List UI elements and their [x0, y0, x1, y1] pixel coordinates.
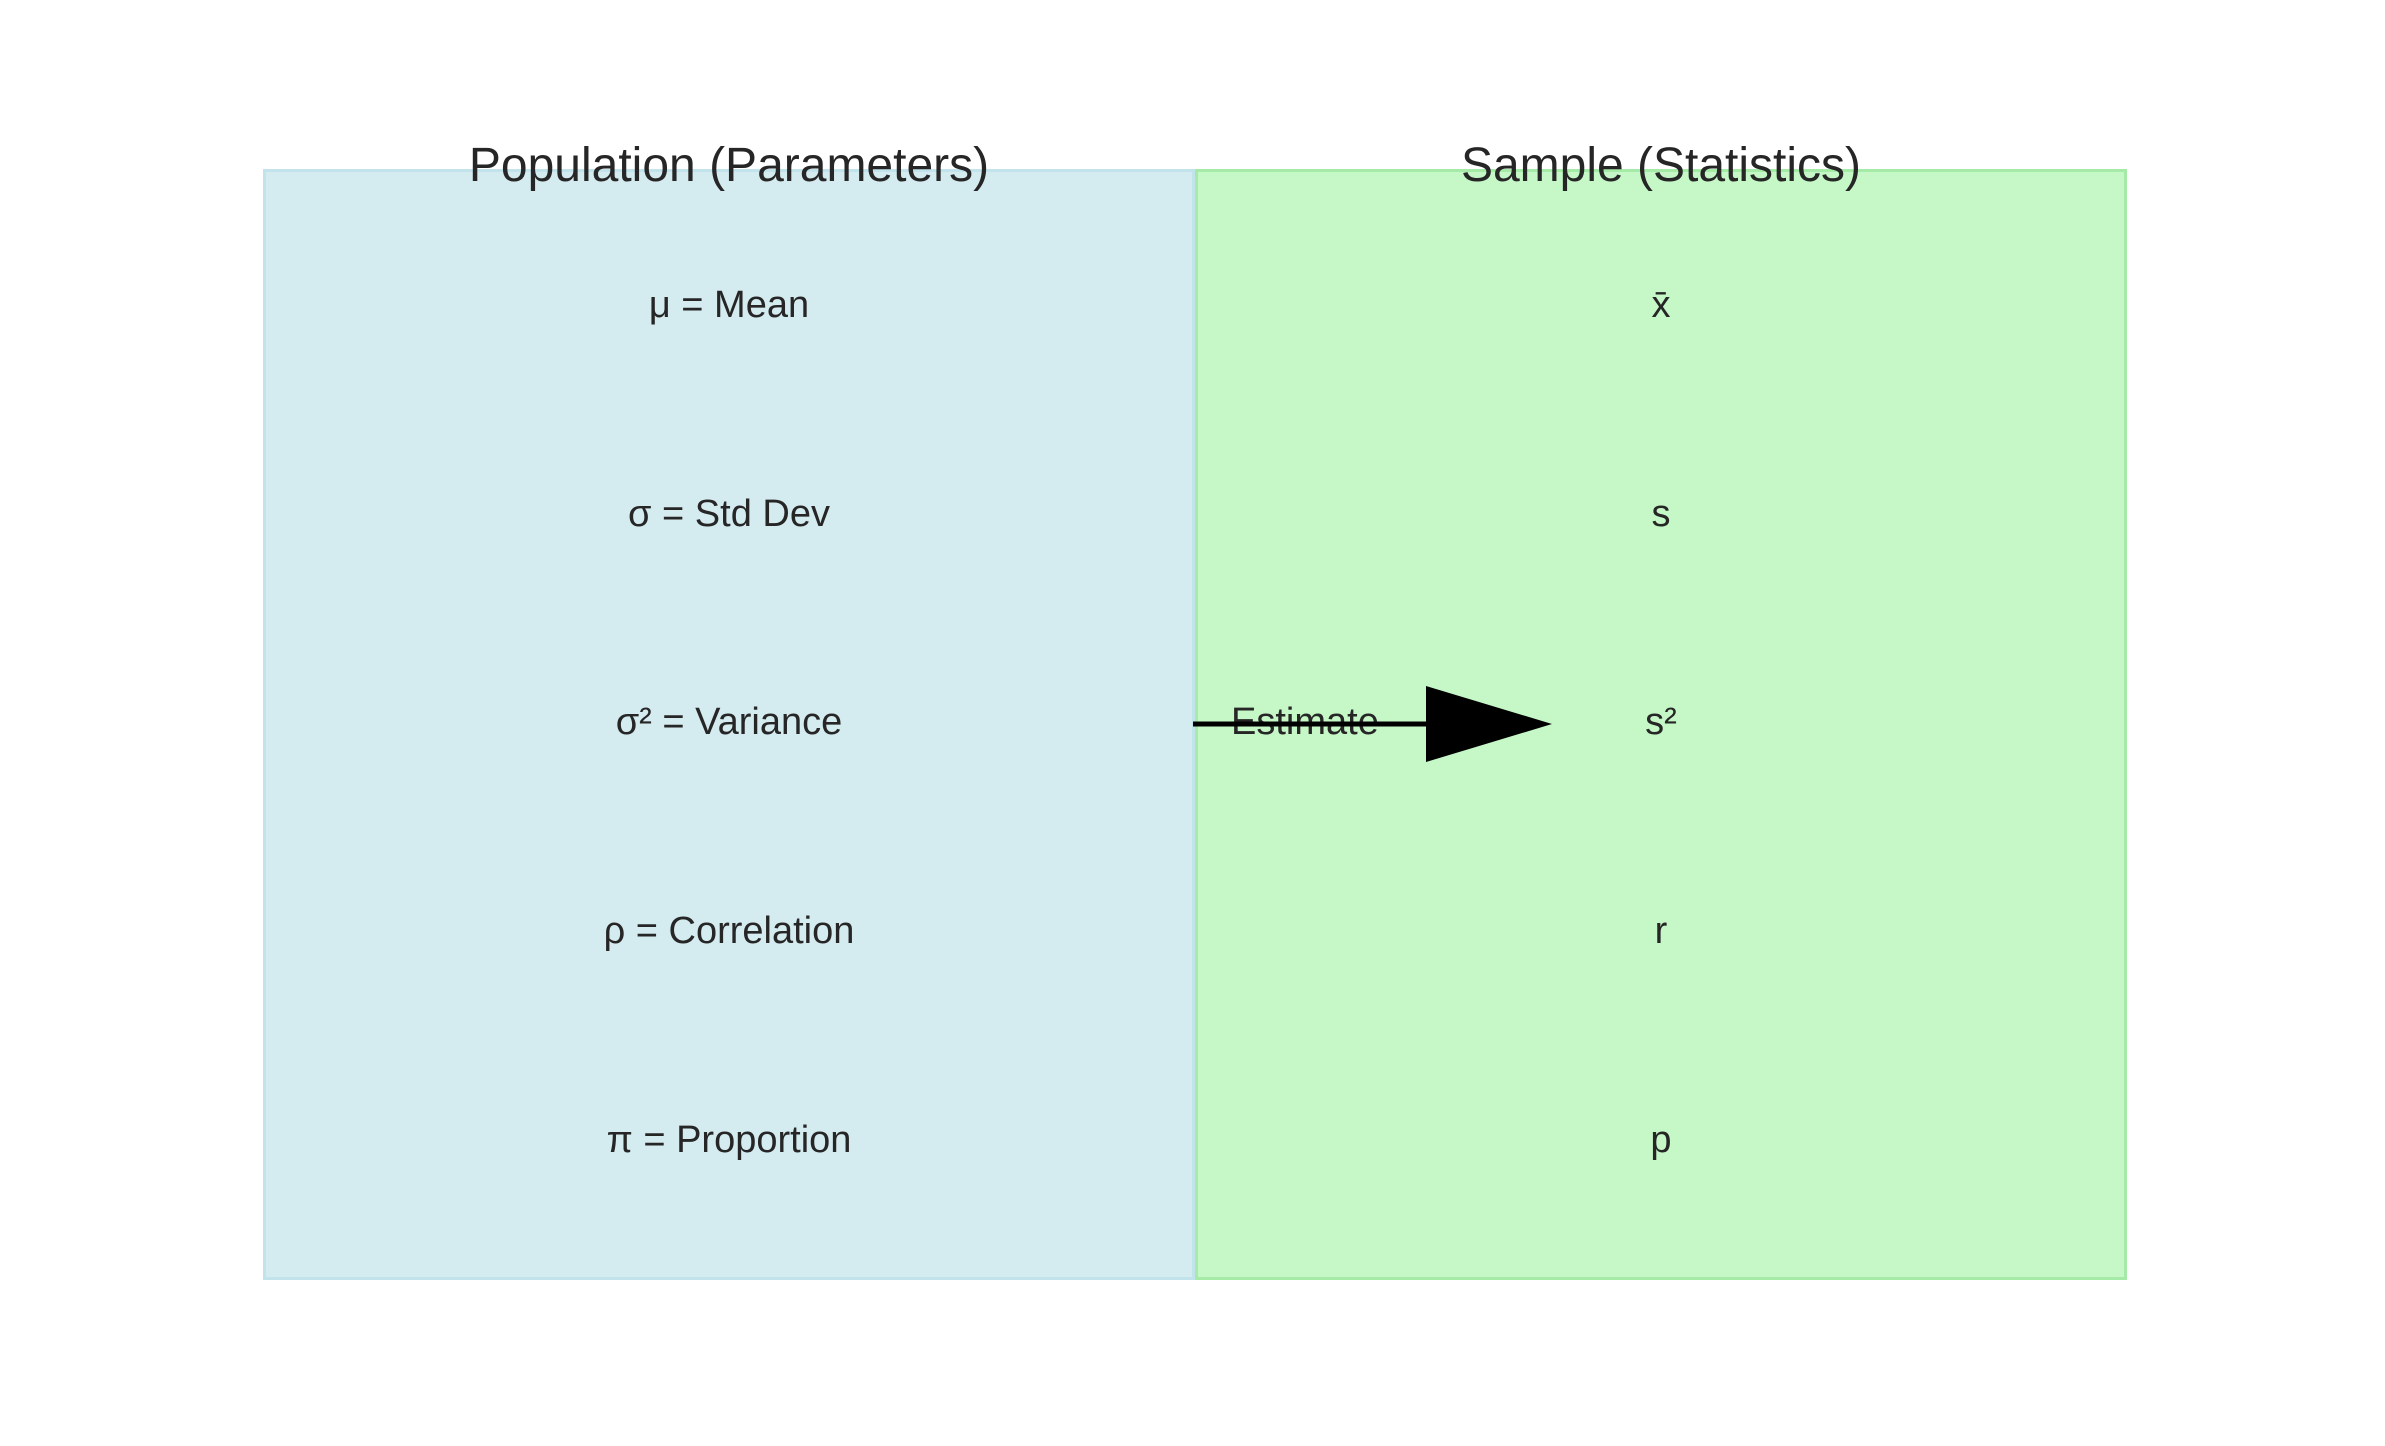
population-title: Population (Parameters): [468, 139, 990, 192]
estimate-label: Estimate: [1231, 701, 1379, 743]
population-item-correlation: ρ = Correlation: [603, 910, 855, 952]
population-panel: [263, 169, 1195, 1280]
sample-item-correlation: r: [1654, 910, 1668, 952]
population-item-variance: σ² = Variance: [615, 701, 843, 743]
sample-item-mean: x̄: [1651, 284, 1671, 326]
population-item-mean: μ = Mean: [648, 284, 810, 326]
sample-item-variance: s²: [1645, 701, 1677, 743]
sample-item-proportion: p: [1650, 1119, 1672, 1161]
population-item-std-dev: σ = Std Dev: [628, 493, 830, 535]
sample-title: Sample (Statistics): [1460, 139, 1862, 192]
population-item-proportion: π = Proportion: [606, 1119, 852, 1161]
sample-item-std-dev: s: [1651, 493, 1671, 535]
